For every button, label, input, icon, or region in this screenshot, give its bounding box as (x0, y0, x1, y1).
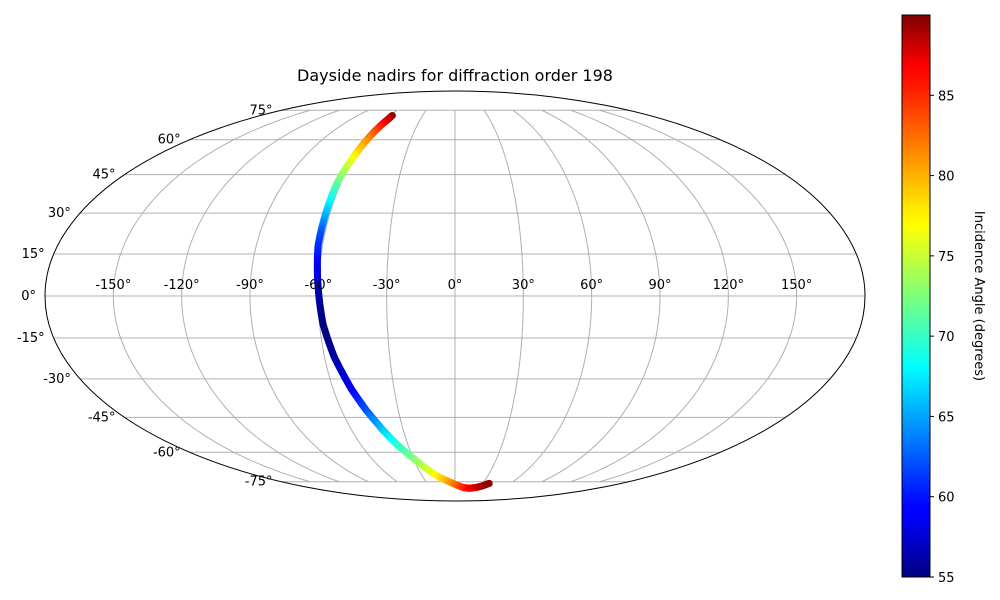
longitude-tick-label: -90° (236, 278, 264, 293)
latitude-tick-label: 30° (48, 206, 71, 221)
meridian-line (181, 109, 340, 483)
colorbar-gradient (901, 14, 931, 578)
colorbar: 55 60 65 70 75 80 85 Incidence Angle (degrees) (901, 14, 986, 586)
colorbar-tick-label: 65 (938, 410, 955, 425)
colorbar-tick-label: 80 (938, 170, 955, 185)
latitude-tick-label: -30° (43, 372, 71, 387)
meridian-line (599, 109, 798, 483)
latitude-tick-label: -45° (88, 410, 116, 425)
meridian-line (112, 109, 311, 483)
longitude-tick-label: -60° (304, 278, 332, 293)
map-boundary (44, 90, 866, 502)
longitude-tick-label: 90° (648, 278, 671, 293)
colorbar-tick-label: 85 (938, 89, 955, 104)
longitude-tick-label: 150° (781, 278, 812, 293)
latitude-tick-label: 15° (22, 247, 45, 262)
colorbar-tick-label: 55 (938, 571, 955, 586)
longitude-tick-label: 30° (512, 278, 535, 293)
map-gridlines (45, 109, 865, 483)
latitude-tick-label: -60° (153, 445, 181, 460)
meridian-line (483, 109, 524, 483)
latitude-tick-label: 0° (21, 289, 36, 304)
colorbar-tick-label: 75 (938, 250, 955, 265)
meridian-line (386, 109, 427, 483)
meridian-line (541, 109, 661, 483)
latitude-tick-label: 75° (249, 103, 272, 118)
colorbar-ticks: 55 60 65 70 75 80 85 (930, 89, 955, 586)
latitude-tick-label: -75° (245, 475, 273, 490)
scatter-points (313, 111, 493, 492)
longitude-tick-label: -150° (95, 278, 131, 293)
longitude-tick-labels: -150° -120° -90° -60° -30° 0° 30° 60° 90° 120° 150… (95, 278, 812, 293)
data-point (485, 479, 493, 488)
longitude-tick-label: -30° (373, 278, 401, 293)
latitude-tick-label: 60° (158, 133, 181, 148)
meridian-line (570, 109, 729, 483)
meridian-line (249, 109, 369, 483)
longitude-tick-label: -120° (164, 278, 200, 293)
colorbar-tick-label: 70 (938, 330, 955, 345)
latitude-tick-label: 45° (93, 168, 116, 183)
latitude-tick-labels: 75° 60° 45° 30° 15° 0° -15° -30° -45° -60° -75° (17, 103, 273, 489)
longitude-tick-label: 0° (448, 278, 463, 293)
chart-title: Dayside nadirs for diffraction order 198 (297, 66, 613, 85)
colorbar-tick-label: 60 (938, 491, 955, 506)
longitude-tick-label: 120° (713, 278, 744, 293)
latitude-tick-label: -15° (17, 331, 45, 346)
meridian-line (512, 109, 593, 483)
colorbar-label: Incidence Angle (degrees) (971, 211, 986, 381)
longitude-tick-label: 60° (580, 278, 603, 293)
